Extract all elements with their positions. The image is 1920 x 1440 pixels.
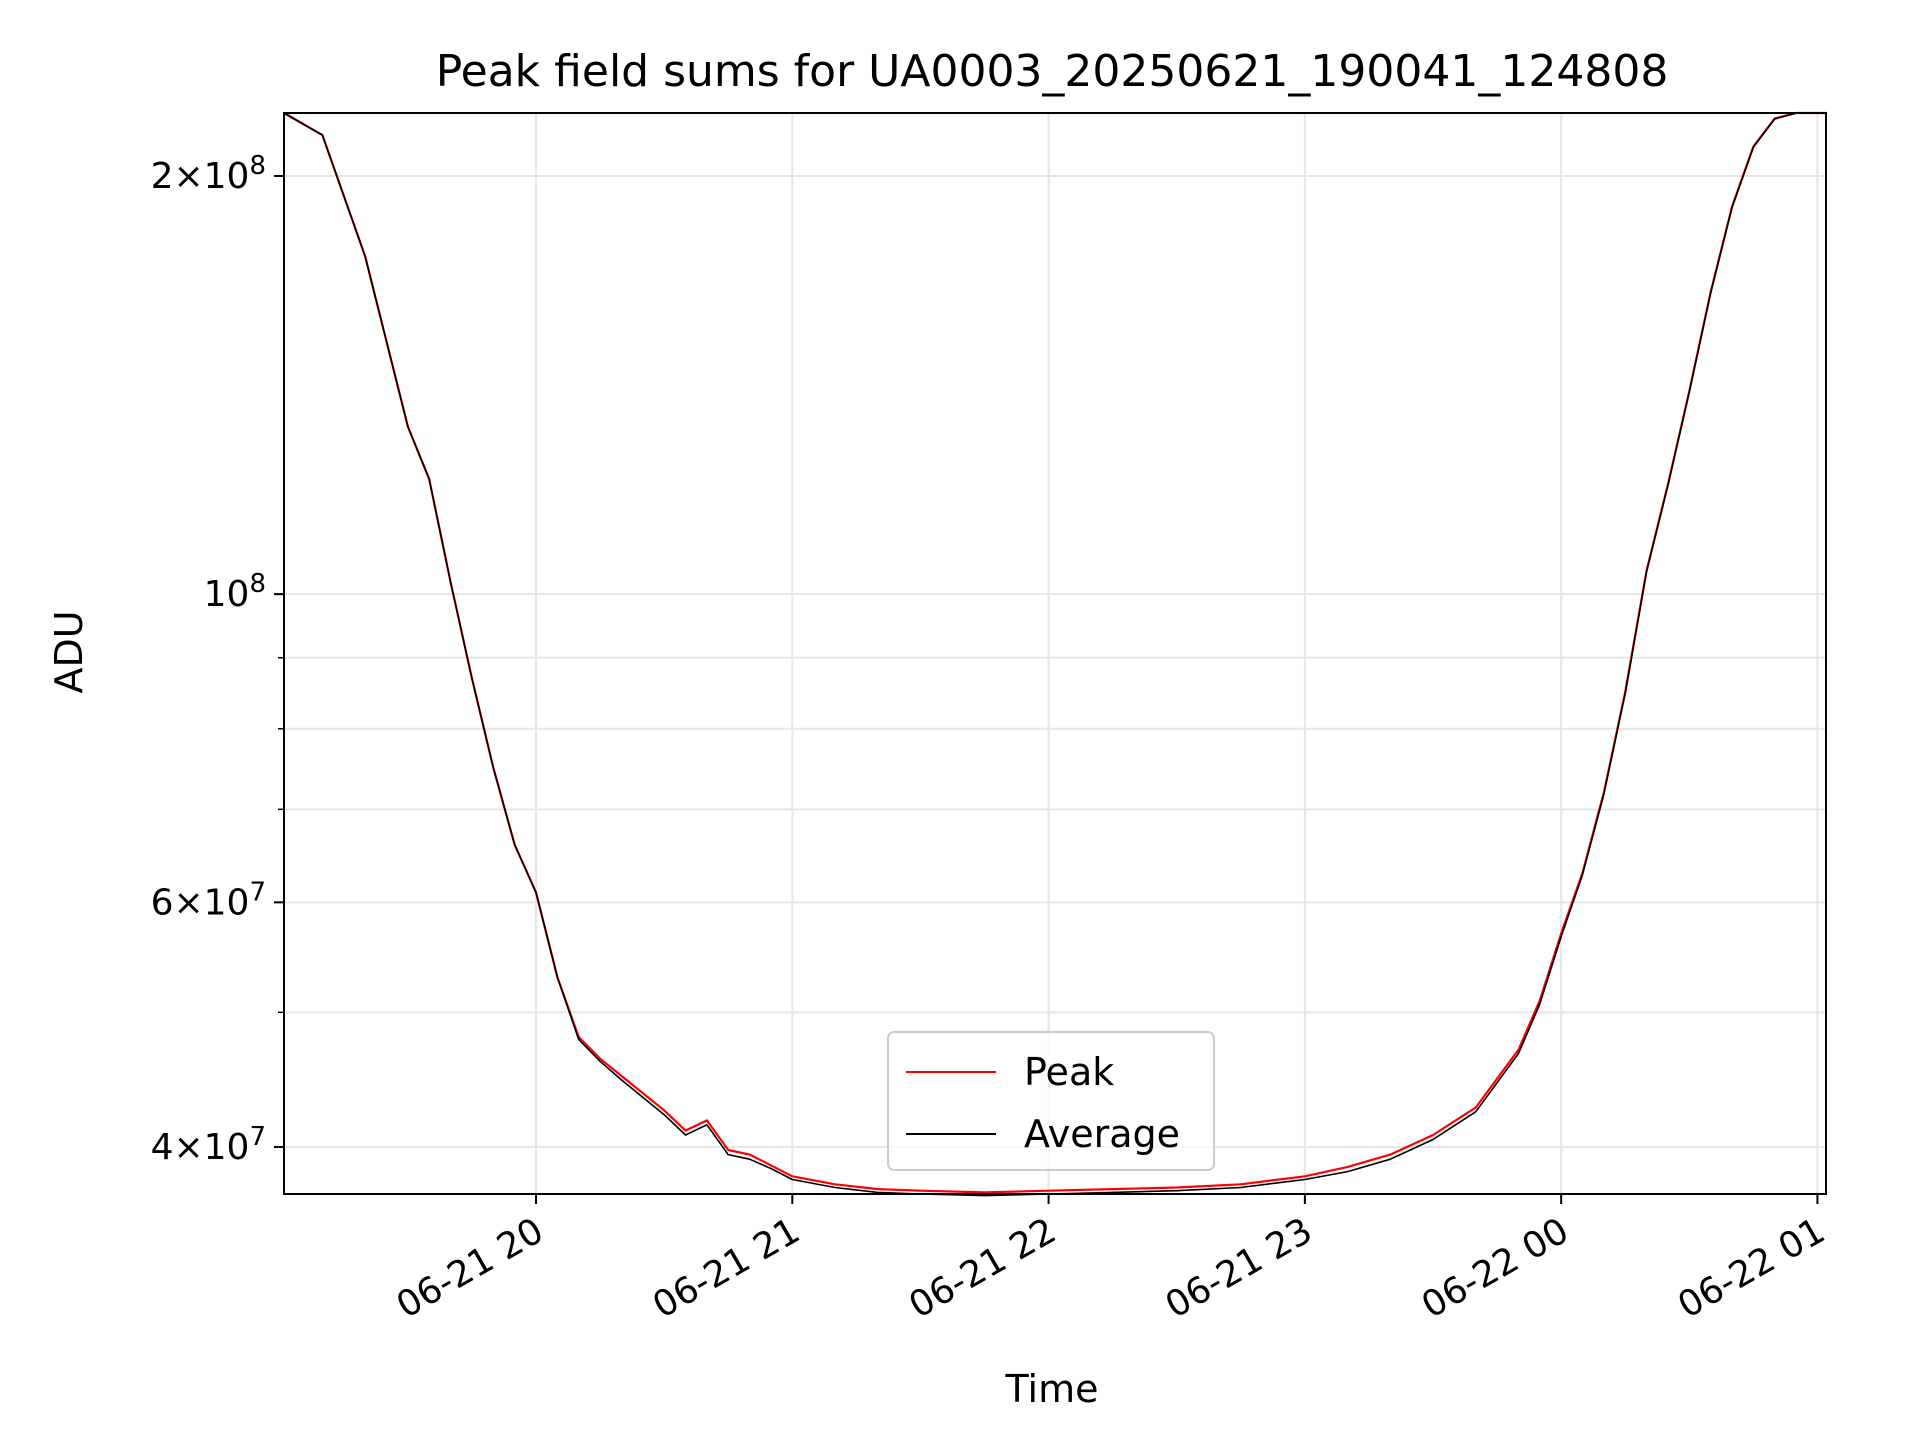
y-tick-mantissa: 4 xyxy=(151,1127,174,1168)
legend: Peak Average xyxy=(887,1031,1215,1171)
x-axis-label: Time xyxy=(1005,1367,1099,1411)
legend-label-peak: Peak xyxy=(1024,1050,1114,1094)
y-tick-times: ×10 xyxy=(173,882,249,923)
y-tick-mantissa: 6 xyxy=(151,882,174,923)
series-layer xyxy=(283,111,1826,1197)
y-tick-exponent: 7 xyxy=(249,877,266,907)
y-tick-label: 2×108 xyxy=(151,151,266,197)
y-axis-label: ADU xyxy=(47,610,91,693)
legend-label-average: Average xyxy=(1024,1112,1180,1156)
y-tick-label: 6×107 xyxy=(151,877,266,923)
series-line-average xyxy=(283,112,1826,1197)
grid xyxy=(284,113,1826,1194)
y-tick-label: 4×107 xyxy=(151,1122,266,1168)
y-tick-times: ×10 xyxy=(173,156,249,197)
y-tick-exponent: 8 xyxy=(249,569,266,599)
y-tick-label: 108 xyxy=(204,569,266,615)
plot-frame xyxy=(283,112,1827,1195)
y-tick-exponent: 7 xyxy=(249,1122,266,1152)
legend-box xyxy=(887,1031,1215,1171)
y-tick-exponent: 8 xyxy=(249,151,266,181)
y-tick-base: 10 xyxy=(204,574,250,615)
y-tick-times: ×10 xyxy=(173,1127,249,1168)
y-tick-mantissa: 2 xyxy=(151,156,174,197)
chart-title: Peak field sums for UA0003_20250621_1900… xyxy=(436,46,1669,97)
